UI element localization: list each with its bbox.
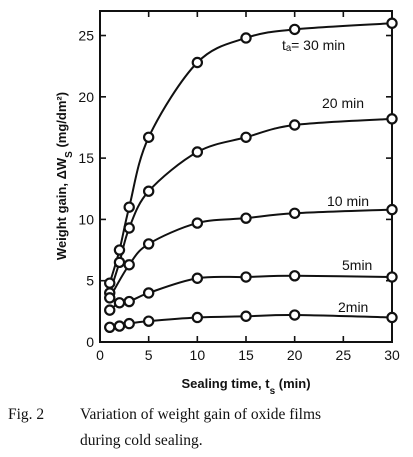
x-tick-label: 15 [238,347,254,363]
data-point [240,131,252,143]
series-markers [104,17,398,333]
series-label: 5min [342,257,372,273]
y-tick-label: 5 [86,273,94,289]
x-tick-label: 30 [384,347,400,363]
data-point [123,317,135,330]
data-point [386,311,398,324]
data-point [288,207,301,219]
data-point [104,277,116,289]
data-point [240,310,252,322]
series-line [108,208,393,299]
data-point [386,17,398,29]
series-labels: tₐ= 30 min 20 min 10 min 5min 2min [282,37,372,315]
data-point [113,320,126,332]
data-point [104,292,116,304]
data-point [191,272,204,284]
series-lines [108,22,393,329]
data-point [104,304,116,316]
x-axis-label: Sealing time, ts (min) [181,376,310,397]
x-tick-label: 20 [287,347,303,363]
data-point [142,131,155,143]
y-axis-label: Weight gain, ΔWS (mg/dm²) [54,92,75,260]
caption-line-1: Variation of weight gain of oxide films [80,406,322,423]
y-tick-label: 15 [78,150,94,166]
y-tick-label: 25 [78,28,94,44]
data-point [104,321,116,333]
data-point [240,271,252,283]
series-label: 20 min [322,95,364,111]
x-tick-label: 25 [336,347,352,363]
data-point [386,113,398,125]
data-point [191,146,204,158]
figure-caption: Fig. 2 Variation of weight gain of oxide… [8,402,408,454]
data-point [386,271,398,283]
data-point [240,212,252,224]
weight-gain-chart: 0 5 10 15 20 25 30 0 5 10 15 20 25 tₐ= 30 min 20 min 1… [54,10,400,397]
data-point [142,238,155,250]
x-tick-label: 0 [96,347,104,363]
data-point [113,297,126,309]
data-point [142,287,155,299]
ticks: 0 5 10 15 20 25 30 0 5 10 15 20 25 [78,11,400,363]
data-point [288,23,301,36]
series-label: 2min [338,299,368,315]
data-point [191,311,204,324]
y-tick-label: 10 [78,211,94,227]
data-point [113,256,126,269]
series-label: tₐ= 30 min [282,37,345,53]
caption-figure-number: Fig. 2 [8,406,45,423]
axis-titles: Sealing time, ts (min) Weight gain, ΔWS (… [54,92,311,397]
y-tick-label: 20 [78,89,94,105]
data-point [123,259,135,271]
data-point [113,244,126,256]
data-point [191,56,204,69]
data-point [123,295,135,308]
x-tick-label: 5 [145,347,153,363]
data-point [123,201,135,213]
caption-line-2: during cold sealing. [80,432,203,449]
x-tick-label: 10 [190,347,206,363]
data-point [240,32,252,44]
data-point [288,119,301,131]
y-tick-label: 0 [86,334,94,350]
data-point [142,315,155,327]
data-point [142,185,155,197]
data-point [123,222,135,234]
data-point [386,203,398,216]
series-label: 10 min [327,193,369,209]
data-point [288,309,301,321]
data-point [288,270,301,282]
data-point [191,217,204,229]
